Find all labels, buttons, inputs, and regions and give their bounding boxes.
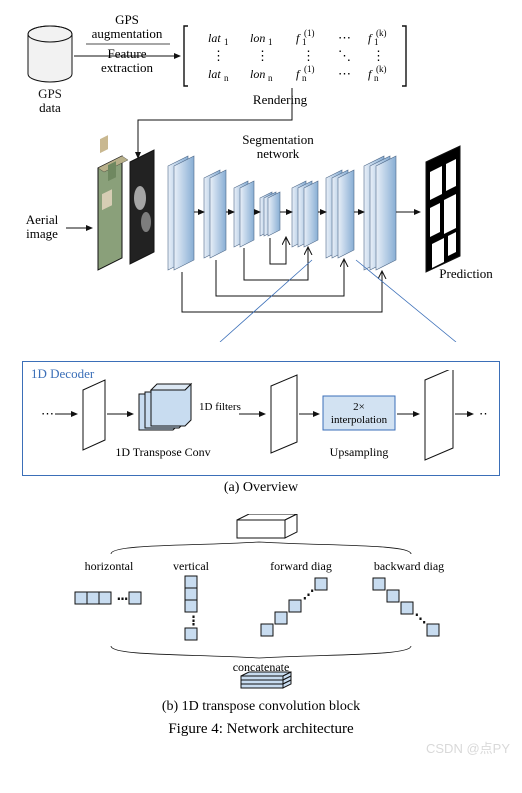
svg-text:n: n (374, 73, 379, 83)
feature-extraction-label: Feature (108, 46, 147, 61)
svg-text:⋮: ⋮ (372, 48, 385, 63)
svg-text:n: n (224, 73, 229, 83)
filters-fwd-diag: ⋰ (261, 578, 327, 636)
svg-text:f: f (296, 67, 301, 81)
svg-text:1: 1 (374, 37, 379, 47)
svg-text:1: 1 (268, 37, 273, 47)
svg-text:(k): (k) (376, 28, 387, 38)
svg-text:f: f (368, 31, 373, 45)
svg-text:⋯: ⋯ (338, 66, 351, 81)
seg-network-label: Segmentation (242, 132, 314, 147)
rendered-gps-tile (130, 150, 154, 264)
svg-text:⋮: ⋮ (302, 48, 315, 63)
svg-text:⋮: ⋮ (212, 48, 225, 63)
svg-text:lat: lat (208, 31, 221, 45)
svg-text:(1): (1) (304, 28, 315, 38)
svg-text:⋰: ⋰ (303, 589, 314, 601)
caption-b: (b) 1D transpose convolution block (12, 699, 510, 715)
decoder-mid-plate (271, 375, 297, 453)
callout-line (220, 260, 312, 342)
filters-bwd-diag: ⋱ (373, 578, 439, 636)
svg-text:augmentation: augmentation (92, 26, 163, 41)
svg-text:interpolation: interpolation (331, 414, 388, 426)
svg-text:horizontal: horizontal (85, 559, 134, 573)
svg-text:lon: lon (250, 31, 265, 45)
filters-horizontal: ⋯ (75, 592, 141, 605)
watermark: CSDN @点PY (12, 738, 510, 757)
svg-text:(k): (k) (376, 64, 387, 74)
svg-text:2×: 2× (353, 401, 365, 413)
svg-text:(1): (1) (304, 64, 315, 74)
svg-text:n: n (302, 73, 307, 83)
decoder-svg: ⋯ 1D filters 1D Transpose Conv 2× interp… (33, 370, 489, 462)
transpose-label: 1D Transpose Conv (115, 445, 210, 459)
figure-caption: Figure 4: Network architecture (12, 721, 510, 738)
svg-text:backward diag: backward diag (374, 559, 444, 573)
svg-text:data: data (39, 100, 61, 115)
svg-text:⋯: ⋯ (338, 30, 351, 45)
svg-text:⋯: ⋯ (479, 406, 489, 421)
aerial-image-label: Aerial (26, 212, 59, 227)
svg-text:1: 1 (302, 37, 307, 47)
svg-text:f: f (368, 67, 373, 81)
filters-stack (139, 384, 191, 430)
segmentation-network (168, 156, 396, 270)
aerial-image-tile (98, 135, 128, 270)
figure-container: GPS data GPS augmentation Feature extrac… (12, 12, 510, 757)
svg-text:forward diag: forward diag (270, 559, 332, 573)
svg-text:⋯: ⋯ (117, 593, 128, 605)
svg-text:⋮: ⋮ (188, 615, 199, 627)
prediction-label: Prediction (439, 266, 493, 281)
svg-text:lon: lon (250, 67, 265, 81)
svg-text:f: f (296, 31, 301, 45)
svg-text:image: image (26, 226, 58, 241)
gps-aug-label: GPS (115, 12, 139, 27)
svg-text:extraction: extraction (101, 60, 153, 75)
part-b: horizontal vertical forward diag backwar… (51, 514, 471, 695)
svg-text:⋯: ⋯ (41, 406, 54, 421)
top-cuboid (237, 514, 297, 538)
decoder-title: 1D Decoder (31, 366, 94, 382)
prediction-tile (426, 146, 460, 272)
decoder-output-plate (425, 370, 453, 460)
filters-vertical: ⋮ (185, 576, 199, 640)
feature-matrix: lat1 lon1 f1(1) ⋯ f1(k) ⋮ ⋮ ⋮ ⋱ ⋮ latn l… (184, 26, 406, 86)
overview-svg: GPS data GPS augmentation Feature extrac… (12, 12, 510, 342)
svg-text:network: network (257, 146, 300, 161)
decoder-box: 1D Decoder ⋯ 1D filters 1D Transpose Con… (22, 361, 500, 476)
caption-a: (a) Overview (12, 480, 510, 496)
svg-text:1: 1 (224, 37, 229, 47)
svg-text:⋮: ⋮ (256, 48, 269, 63)
svg-text:vertical: vertical (173, 559, 210, 573)
svg-text:n: n (268, 73, 273, 83)
rendering-label: Rendering (253, 92, 308, 107)
svg-text:⋱: ⋱ (338, 48, 351, 63)
upsampling-label: Upsampling (330, 445, 389, 459)
svg-text:lat: lat (208, 67, 221, 81)
decoder-input-plate (83, 380, 105, 450)
gps-db-icon (28, 26, 72, 82)
gps-db-label: GPS (38, 86, 62, 101)
filters-label: 1D filters (199, 401, 241, 413)
concat-stack (241, 672, 291, 688)
svg-text:⋱: ⋱ (415, 613, 426, 625)
